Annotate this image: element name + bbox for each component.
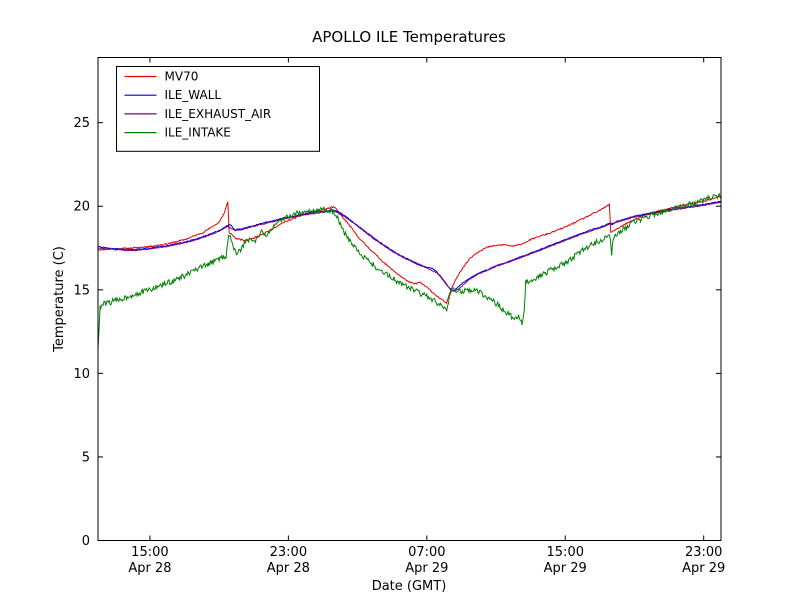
x-tick-label-time: 07:00 <box>408 545 445 560</box>
x-tick-label-date: Apr 28 <box>128 561 171 576</box>
legend-label-MV70: MV70 <box>165 70 199 84</box>
legend: MV70 ILE_WALL ILE_EXHAUST_AIR ILE_INTAKE <box>116 66 320 152</box>
legend-label-ILE_WALL: ILE_WALL <box>165 88 222 102</box>
x-axis-label: Date (GMT) <box>372 579 447 594</box>
series-layer <box>98 192 721 350</box>
x-tick-label-time: 23:00 <box>270 545 307 560</box>
series-MV70 <box>98 195 721 305</box>
legend-box <box>116 66 320 152</box>
y-tick-label: 0 <box>82 534 90 549</box>
x-tick-label-time: 15:00 <box>131 545 168 560</box>
y-tick-label: 5 <box>82 450 90 465</box>
y-axis-label: Temperature (C) <box>52 246 67 353</box>
axes-border <box>97 57 722 541</box>
series-ILE_EXHAUST_AIR <box>98 201 721 292</box>
x-tick-label-time: 15:00 <box>547 545 584 560</box>
series-ILE_INTAKE <box>98 192 721 350</box>
x-tick-label-date: Apr 29 <box>682 561 725 576</box>
legend-label-ILE_INTAKE: ILE_INTAKE <box>165 126 231 140</box>
y-tick-label: 15 <box>73 283 90 298</box>
legend-label-ILE_EXHAUST_AIR: ILE_EXHAUST_AIR <box>165 107 272 121</box>
chart-title: APOLLO ILE Temperatures <box>312 28 506 46</box>
x-tick-label-date: Apr 29 <box>405 561 448 576</box>
x-tick-label-date: Apr 29 <box>544 561 587 576</box>
y-tick-label: 25 <box>73 116 90 131</box>
series-ILE_WALL <box>98 200 721 292</box>
y-tick-label: 20 <box>73 200 90 215</box>
y-tick-label: 10 <box>73 367 90 382</box>
x-tick-label-time: 23:00 <box>685 545 722 560</box>
x-tick-label-date: Apr 28 <box>267 561 310 576</box>
